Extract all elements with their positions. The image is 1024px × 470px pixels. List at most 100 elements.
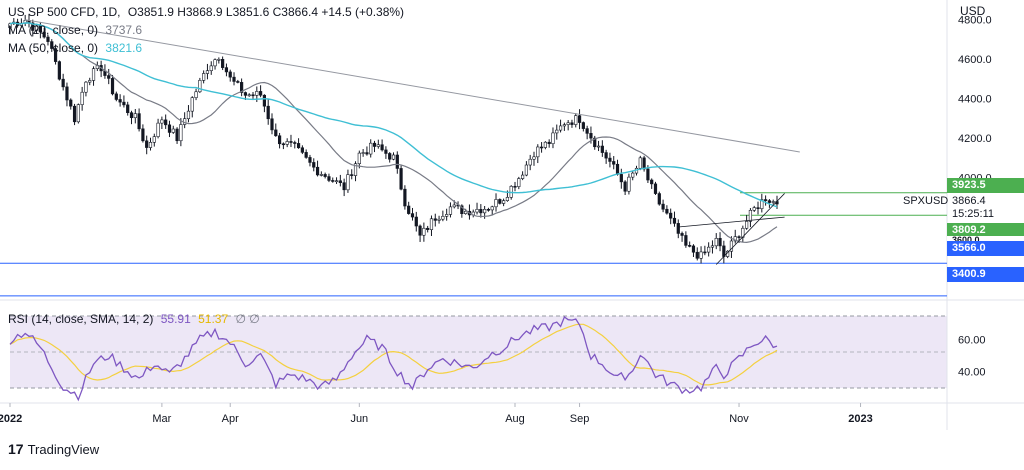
- candle-body: [69, 99, 73, 107]
- candle-body: [661, 203, 665, 210]
- candle-body: [107, 75, 111, 79]
- candle-body: [505, 197, 510, 201]
- candle-body: [323, 174, 327, 177]
- symbol-tag: SPXUSD: [903, 195, 949, 207]
- candle-body: [152, 136, 156, 143]
- candle-body: [403, 188, 407, 207]
- candle-body: [110, 78, 115, 95]
- candle-body: [133, 113, 137, 119]
- candle-body: [72, 105, 77, 123]
- time-tick-label: Aug: [505, 413, 525, 425]
- lower-level-tag: 3809.2: [947, 223, 1024, 238]
- candle-body: [80, 91, 84, 105]
- candle-body: [308, 157, 312, 163]
- candle-body: [410, 213, 415, 218]
- candle-body: [653, 183, 658, 194]
- candle-body: [646, 168, 650, 181]
- candle-body: [53, 48, 58, 62]
- candle-body: [217, 59, 221, 61]
- candle-body: [642, 157, 646, 170]
- candle-body: [395, 154, 399, 169]
- time-tick-label: Nov: [729, 413, 749, 425]
- candle-body: [369, 142, 373, 155]
- ma50-legend[interactable]: MA (50, close, 0) 3821.6: [8, 40, 146, 56]
- candle-body: [760, 199, 764, 209]
- candle-body: [581, 122, 585, 129]
- candle-body: [388, 153, 392, 160]
- ma20-legend[interactable]: MA (20, close, 0) 3737.6: [8, 22, 146, 38]
- candle-body: [452, 204, 456, 208]
- candle-body: [259, 91, 263, 96]
- candle-body: [574, 115, 578, 125]
- candle-body: [426, 227, 430, 230]
- candle-body: [464, 210, 468, 214]
- candle-body: [312, 162, 316, 168]
- ma50-label: MA (50, close, 0): [8, 41, 99, 55]
- candle-body: [536, 146, 540, 158]
- candle-body: [745, 221, 749, 229]
- candle-body: [631, 172, 635, 178]
- candle-body: [141, 128, 145, 142]
- rsi-legend[interactable]: RSI (14, close, SMA, 14, 2) 55.91 51.37 …: [8, 311, 264, 327]
- support2-tag: 3400.9: [947, 267, 1024, 282]
- candle-body: [380, 144, 384, 151]
- candle-body: [281, 143, 285, 146]
- candle-body: [528, 158, 532, 166]
- candle-body: [441, 215, 445, 220]
- candle-body: [691, 245, 696, 253]
- candle-body: [600, 145, 604, 153]
- candle-body: [357, 152, 361, 165]
- candle-body: [729, 240, 734, 252]
- candle-body: [714, 238, 718, 247]
- candle-body: [722, 245, 726, 257]
- candle-body: [361, 152, 365, 154]
- candle-body: [202, 73, 206, 81]
- overlays: [9, 19, 800, 265]
- channel-upper-line: [678, 216, 785, 228]
- candle-body: [285, 141, 289, 145]
- candle-body: [475, 209, 479, 213]
- horizontal-levels: [0, 192, 947, 297]
- candle-body: [433, 218, 437, 221]
- candle-body: [524, 164, 528, 176]
- candle-body: [733, 236, 737, 242]
- candle-body: [498, 199, 502, 204]
- price-tick-label: 4400.0: [958, 94, 992, 106]
- candle-body: [42, 31, 46, 38]
- candle-body: [262, 94, 267, 107]
- ohlc-readout: O3851.9 H3868.9 L3851.6 C3866.4 +14.5 (+…: [127, 5, 405, 19]
- candle-body: [502, 200, 506, 204]
- candle-body: [707, 246, 711, 253]
- candle-body: [483, 209, 487, 214]
- candle-body: [91, 68, 96, 81]
- candle-body: [718, 238, 722, 247]
- candle-body: [160, 119, 164, 124]
- currency-label: USD: [960, 4, 986, 18]
- candle-body: [156, 122, 160, 137]
- symbol-label[interactable]: US SP 500 CFD, 1D,: [8, 5, 121, 19]
- footer[interactable]: 17 TradingView: [8, 441, 99, 457]
- candle-body: [619, 174, 623, 183]
- candle-body: [190, 97, 194, 112]
- ma20-line: [9, 22, 778, 244]
- candle-body: [688, 245, 692, 247]
- candle-body: [448, 206, 453, 215]
- candle-body: [228, 71, 232, 78]
- candle-body: [418, 225, 422, 236]
- candle-body: [224, 67, 229, 73]
- candle-body: [437, 218, 441, 221]
- candle-body: [266, 105, 270, 120]
- candle-body: [680, 233, 684, 236]
- candle-body: [350, 174, 354, 176]
- candle-body: [547, 141, 551, 145]
- candle-body: [623, 181, 627, 192]
- price-tick-label: 4800.0: [958, 15, 992, 27]
- candle-body: [240, 82, 244, 93]
- candle-body: [179, 124, 183, 142]
- candle-body: [494, 199, 498, 208]
- rsi-line: [9, 315, 778, 402]
- candle-body: [566, 122, 570, 125]
- candle-body: [209, 65, 213, 71]
